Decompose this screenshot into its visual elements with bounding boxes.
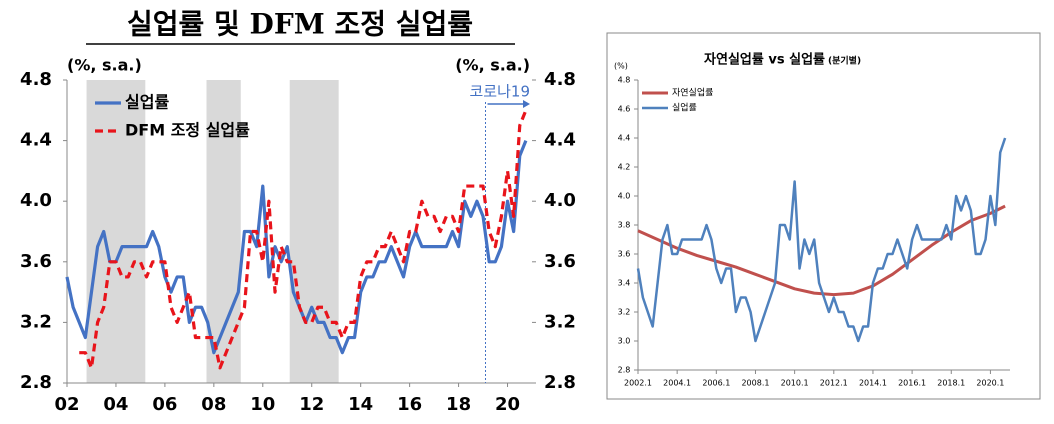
y-axis-unit: (%) bbox=[614, 62, 628, 71]
y-tick-label: 4.6 bbox=[618, 105, 631, 114]
x-tick-label: 2010.1 bbox=[781, 379, 809, 388]
x-tick-label: 2018.1 bbox=[937, 379, 965, 388]
y-tick-label: 3.6 bbox=[20, 251, 52, 272]
y-tick-label: 3.2 bbox=[618, 308, 631, 317]
y-tick-label: 3.4 bbox=[618, 279, 631, 288]
y2-tick-label: 4.8 bbox=[544, 69, 576, 90]
y-tick-label: 3.6 bbox=[618, 250, 631, 259]
x-tick-label: 02 bbox=[54, 394, 79, 415]
y-tick-label: 4.2 bbox=[618, 163, 631, 172]
legend-label: 실업률 bbox=[125, 93, 169, 112]
x-tick-label: 18 bbox=[446, 394, 471, 415]
chart-title: 실업률 및 DFM 조정 실업률 bbox=[127, 8, 473, 41]
legend-label: 실업률 bbox=[672, 103, 697, 114]
y-tick-label: 3.0 bbox=[618, 337, 631, 346]
y2-tick-label: 4.0 bbox=[544, 190, 576, 211]
x-tick-label: 2016.1 bbox=[898, 379, 926, 388]
y-tick-label: 2.8 bbox=[20, 372, 52, 393]
x-tick-label: 2020.1 bbox=[976, 379, 1004, 388]
y-tick-label: 3.2 bbox=[20, 311, 52, 332]
y-tick-label: 3.8 bbox=[618, 221, 631, 230]
chart-subtitle: (분기별) bbox=[828, 55, 861, 67]
annotation-arrowhead bbox=[523, 100, 530, 108]
y2-tick-label: 4.4 bbox=[544, 130, 576, 151]
y-axis-unit: (%, s.a.) bbox=[67, 56, 142, 75]
y-tick-label: 4.8 bbox=[20, 69, 52, 90]
y2-tick-label: 3.6 bbox=[544, 251, 576, 272]
series-line bbox=[65, 140, 528, 355]
x-tick-label: 10 bbox=[250, 394, 275, 415]
y-tick-label: 4.4 bbox=[20, 130, 52, 151]
x-tick-label: 08 bbox=[201, 394, 226, 415]
x-tick-label: 12 bbox=[299, 394, 324, 415]
x-tick-label: 04 bbox=[103, 394, 128, 415]
legend-label: 자연실업률 bbox=[672, 88, 713, 99]
x-tick-label: 14 bbox=[348, 394, 373, 415]
y-tick-label: 2.8 bbox=[618, 366, 631, 375]
y2-tick-label: 2.8 bbox=[544, 372, 576, 393]
x-tick-label: 2012.1 bbox=[820, 379, 848, 388]
shaded-period bbox=[289, 80, 339, 383]
y-tick-label: 4.8 bbox=[618, 76, 631, 85]
legend-label: DFM 조정 실업률 bbox=[125, 121, 250, 140]
x-tick-label: 16 bbox=[397, 394, 422, 415]
annotation-label: 코로나19 bbox=[470, 83, 531, 101]
x-tick-label: 2014.1 bbox=[859, 379, 887, 388]
panel-frame bbox=[606, 32, 1041, 400]
x-tick-label: 2004.1 bbox=[663, 379, 691, 388]
x-tick-label: 2008.1 bbox=[741, 379, 769, 388]
series-line bbox=[79, 109, 528, 370]
x-tick-label: 2002.1 bbox=[624, 379, 652, 388]
y-tick-label: 4.0 bbox=[618, 192, 631, 201]
y-tick-label: 4.4 bbox=[618, 134, 631, 143]
x-tick-label: 06 bbox=[152, 394, 177, 415]
y2-axis-unit: (%, s.a.) bbox=[455, 56, 530, 75]
y2-tick-label: 3.2 bbox=[544, 311, 576, 332]
y-tick-label: 4.0 bbox=[20, 190, 52, 211]
chart-title: 자연실업률 vs 실업률 bbox=[704, 52, 825, 68]
series-line bbox=[636, 137, 1007, 343]
x-tick-label: 20 bbox=[495, 394, 520, 415]
x-tick-label: 2006.1 bbox=[702, 379, 730, 388]
